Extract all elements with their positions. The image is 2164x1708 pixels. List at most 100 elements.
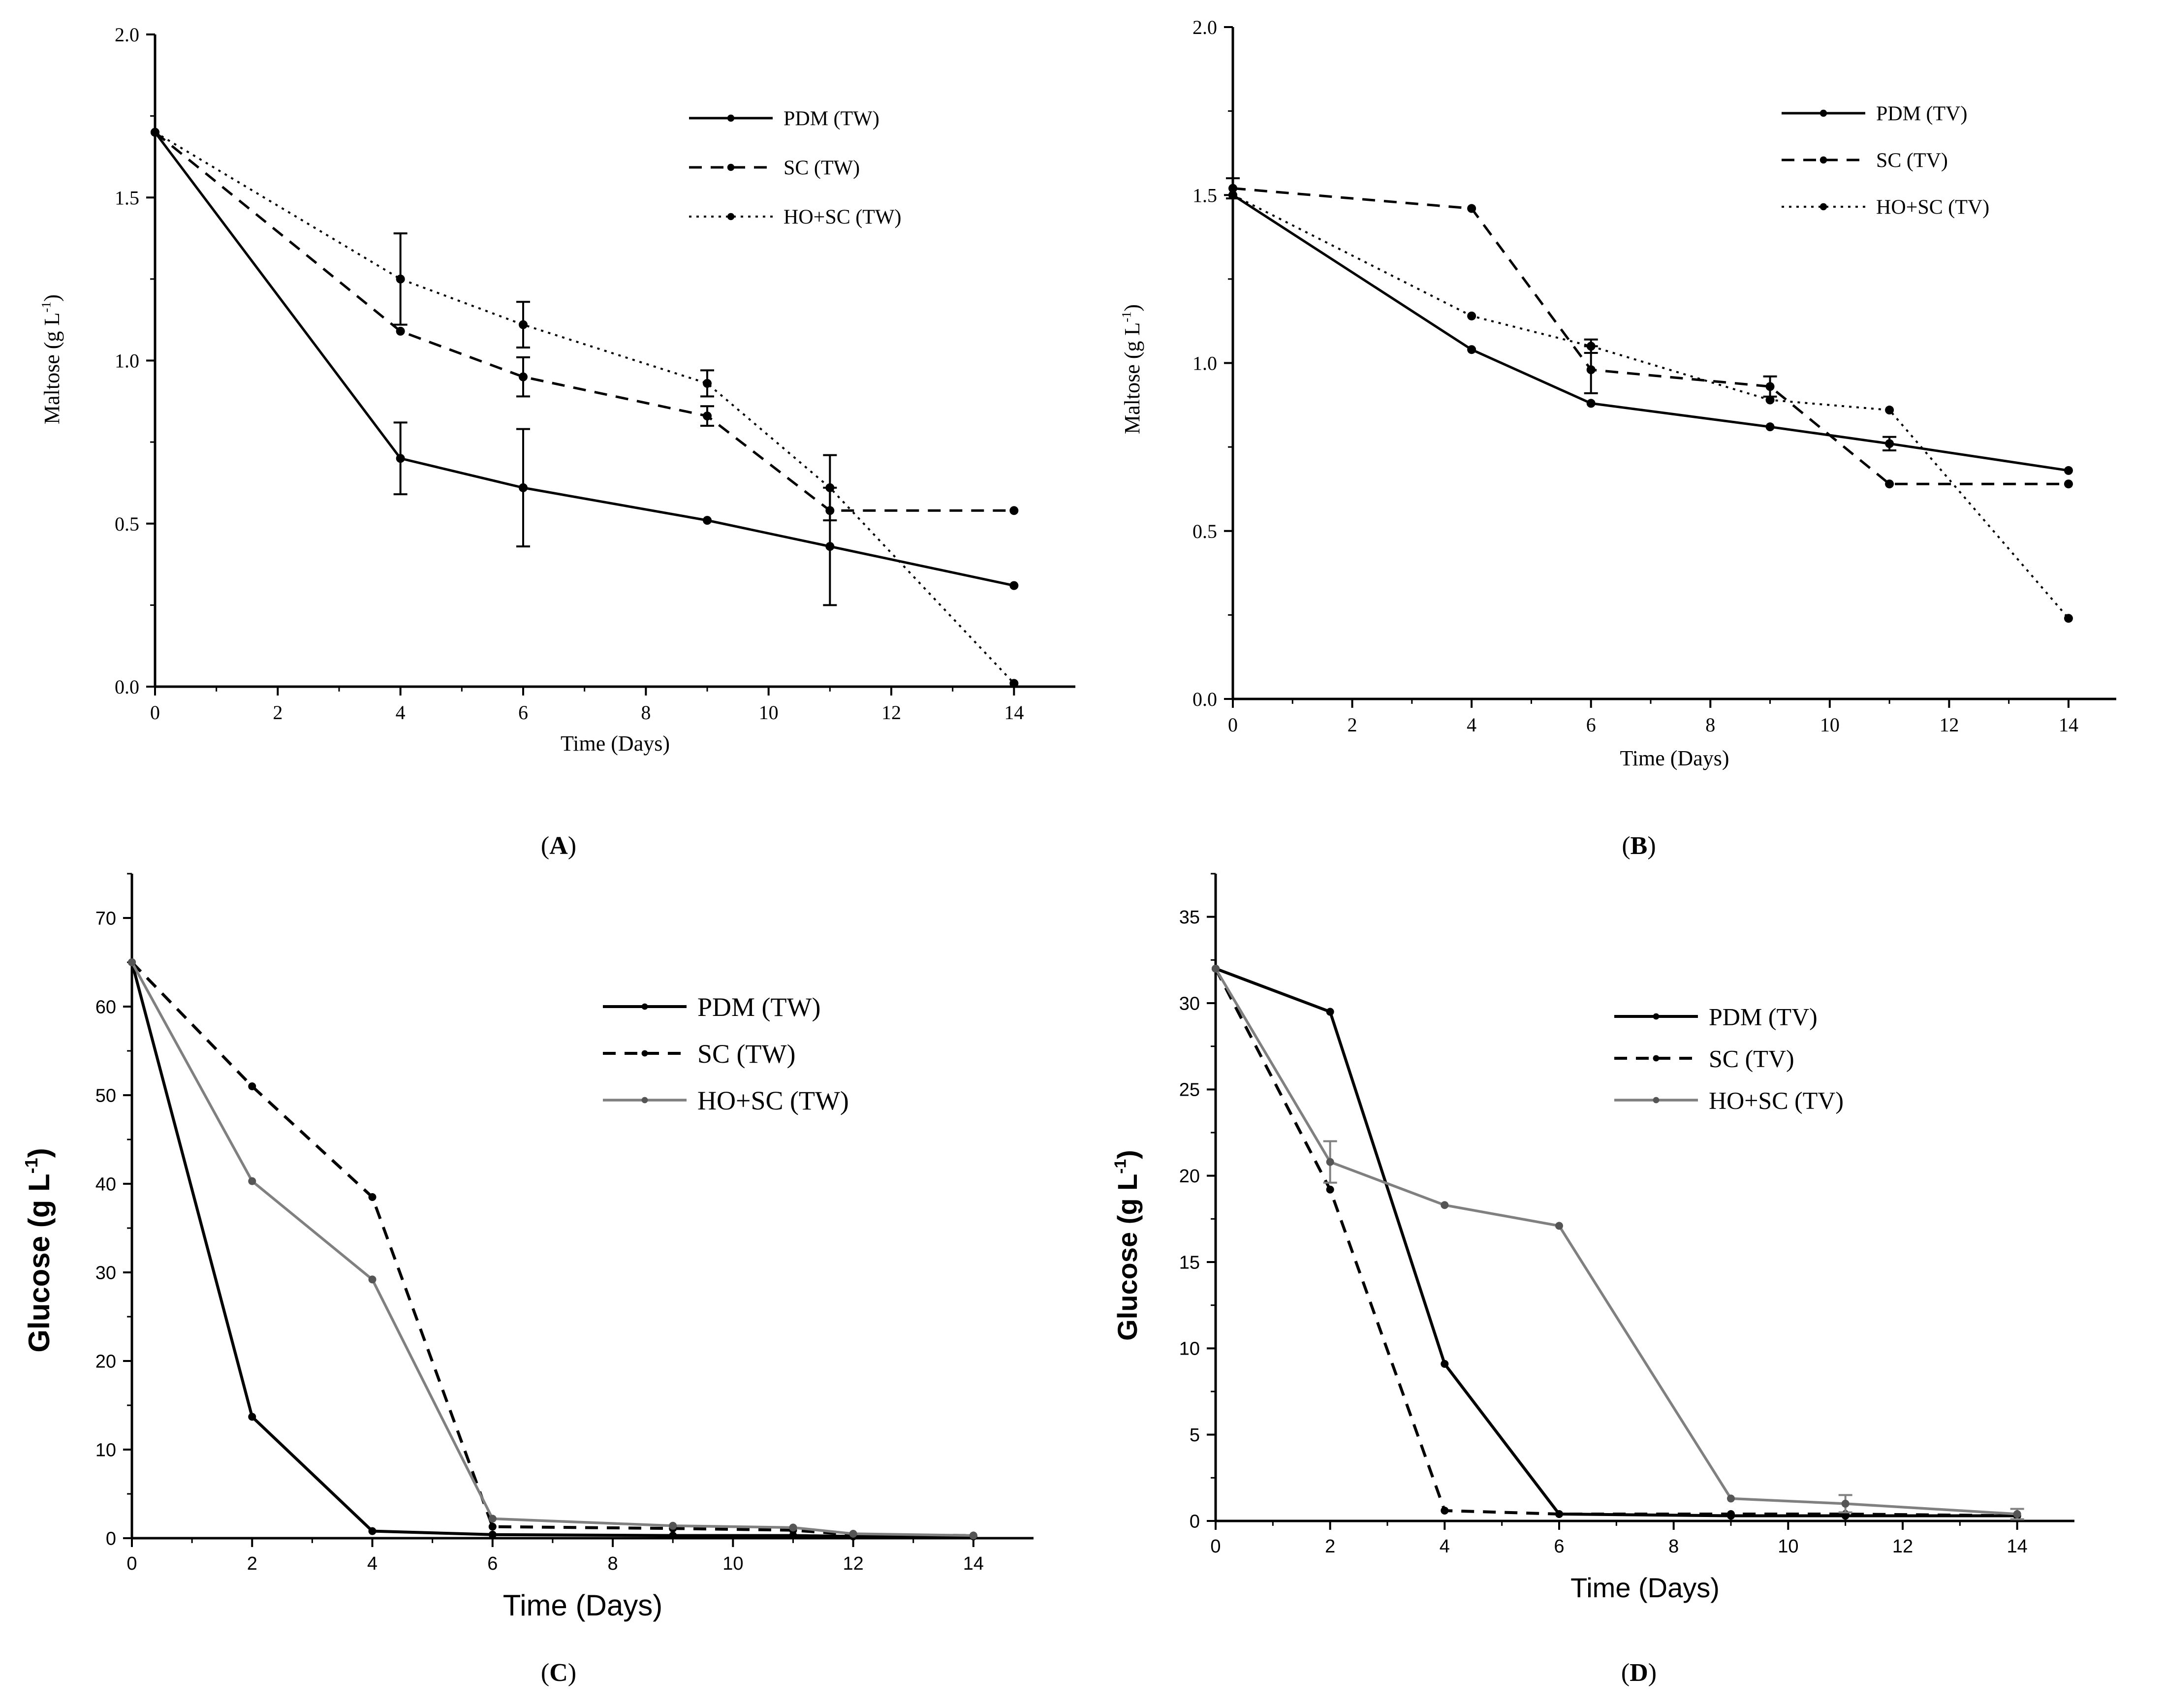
y-tick-label: 0.5: [1192, 520, 1217, 542]
legend-marker: [1819, 156, 1827, 164]
legend-marker: [727, 114, 735, 122]
legend-marker: [727, 213, 735, 221]
data-point: [1885, 439, 1894, 448]
data-point: [825, 542, 835, 551]
y-tick-label: 15: [1179, 1252, 1200, 1273]
data-point: [248, 1177, 256, 1185]
y-axis-label: Glucose (g L-1): [1112, 1150, 1143, 1341]
y-axis-label: Maltose (g L-1): [38, 294, 64, 424]
y-tick-label: 20: [1179, 1166, 1200, 1187]
data-point: [1441, 1360, 1449, 1368]
x-tick-label: 0: [1210, 1536, 1221, 1557]
data-point: [1841, 1499, 1850, 1508]
data-point: [396, 274, 405, 284]
legend-marker: [641, 1097, 648, 1104]
x-axis-label: Time (Days): [1570, 1572, 1720, 1603]
y-tick-label: 50: [95, 1085, 116, 1106]
series-line: [154, 131, 1015, 684]
series-line: [1214, 968, 2017, 1516]
data-point: [1727, 1494, 1735, 1503]
y-axis-label: Glucose (g L-1): [21, 1148, 56, 1352]
x-tick-label: 8: [1705, 714, 1715, 736]
legend-label: PDM (TV): [1876, 103, 1968, 126]
y-tick-label: 30: [1179, 993, 1200, 1014]
series-line: [154, 131, 1014, 512]
y-tick-label: 20: [95, 1351, 116, 1372]
legend-label: SC (TV): [1709, 1045, 1794, 1073]
series-sc-tv: [1226, 177, 2073, 489]
x-axis-label: Time (Days): [561, 731, 670, 756]
data-point: [368, 1527, 376, 1535]
x-tick-label: 12: [843, 1553, 863, 1574]
legend-marker: [1819, 203, 1827, 211]
x-tick-label: 10: [1820, 714, 1840, 736]
chart-panel-b: 0 2 4 6 8 10 12 14 0.0 0.5 1.0 1.5 2.0 Time (Days) Mal…: [1119, 16, 2116, 860]
x-tick-label: 4: [1440, 1536, 1450, 1557]
y-tick-label: 0.5: [115, 513, 139, 535]
x-tick-label: 14: [1004, 701, 1024, 724]
legend-marker: [1819, 109, 1827, 117]
legend-marker: [1653, 1055, 1660, 1062]
y-axis-label-base: Maltose (g L: [1120, 322, 1144, 434]
legend-label: PDM (TV): [1709, 1003, 1818, 1031]
x-tick-label: 14: [2007, 1536, 2028, 1557]
series-line: [1215, 967, 2017, 1518]
y-axis-label-end: ): [1120, 304, 1144, 312]
series-sc-tv: [1212, 964, 2021, 1520]
data-point: [969, 1531, 977, 1540]
x-tick-label: 10: [759, 701, 779, 724]
series-sc-tw: [128, 958, 977, 1540]
data-point: [1441, 1506, 1449, 1515]
data-point: [519, 483, 528, 492]
y-axis-label-base: Maltose (g L: [40, 313, 64, 424]
data-point: [1441, 1201, 1449, 1209]
legend-label: HO+SC (TW): [697, 1086, 849, 1115]
y-tick-label: 70: [95, 908, 116, 929]
data-point: [1212, 964, 1220, 973]
x-tick-label: 4: [367, 1553, 377, 1574]
series-pdm-tv: [1212, 964, 2021, 1520]
data-point: [2064, 479, 2073, 489]
y-tick-label: 1.5: [1192, 184, 1217, 206]
legend-label: PDM (TW): [697, 992, 820, 1022]
legend-marker: [641, 1050, 648, 1057]
data-point: [1326, 1008, 1334, 1016]
y-tick-label: 40: [95, 1174, 116, 1195]
x-axis-label: Time (Days): [1620, 746, 1729, 770]
data-point: [368, 1193, 376, 1201]
legend-label: SC (TW): [697, 1039, 795, 1069]
series-pdm-tw: [128, 958, 977, 1541]
data-point: [368, 1275, 376, 1284]
series-line: [130, 961, 973, 1537]
legend-label: HO+SC (TV): [1709, 1087, 1844, 1114]
y-axis-label: Maltose (g L-1): [1119, 304, 1144, 434]
y-axis-label-sup: -1: [1119, 312, 1133, 322]
y-tick-label: 35: [1179, 907, 1200, 928]
x-tick-label: 6: [518, 701, 528, 724]
chart-panel-a: 0 2 4 6 8 10 12 14 0.0 0.5 1.0 1.5 2.0 Time (Days) Mal…: [38, 24, 1075, 860]
y-axis-label-base: Glucose (g L: [23, 1173, 56, 1352]
data-point: [1467, 345, 1476, 354]
data-point: [1765, 422, 1775, 432]
data-point: [1765, 382, 1775, 391]
data-point: [488, 1515, 497, 1523]
y-axis-label-end: ): [1112, 1150, 1143, 1159]
data-point: [2064, 614, 2073, 623]
legend-label: PDM (TW): [784, 108, 879, 130]
y-tick-label: 10: [95, 1440, 116, 1460]
x-tick-label: 10: [1778, 1536, 1798, 1557]
x-tick-label: 8: [1668, 1536, 1679, 1557]
y-tick-label: 0.0: [115, 676, 139, 698]
data-point: [2013, 1510, 2021, 1518]
x-tick-label: 8: [641, 701, 651, 724]
panel-caption: (A): [541, 832, 576, 860]
x-tick-label: 4: [396, 701, 406, 724]
data-point: [2064, 466, 2073, 475]
series-sc-tw: [151, 127, 1019, 515]
data-point: [151, 127, 159, 137]
data-point: [1885, 479, 1894, 489]
series-ho-sc-tw: [128, 958, 977, 1540]
x-tick-label: 2: [1325, 1536, 1335, 1557]
series-pdm-tw: [151, 127, 1019, 606]
series-pdm-tv: [1228, 190, 2073, 475]
